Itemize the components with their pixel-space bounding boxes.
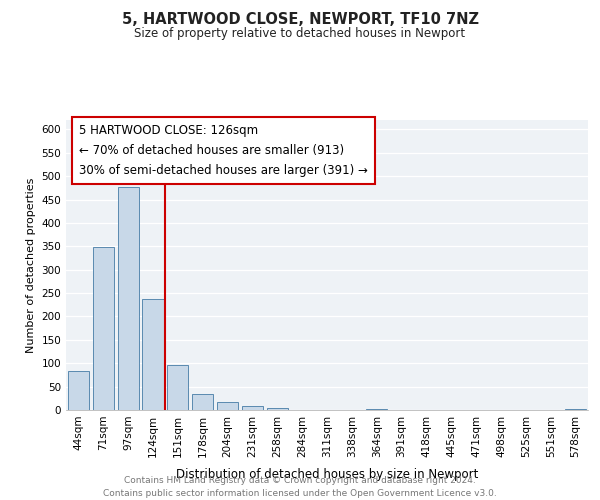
Bar xyxy=(118,188,139,410)
Bar xyxy=(93,247,114,410)
Text: Contains HM Land Registry data © Crown copyright and database right 2024.
Contai: Contains HM Land Registry data © Crown c… xyxy=(103,476,497,498)
Bar xyxy=(167,364,188,410)
Text: 5, HARTWOOD CLOSE, NEWPORT, TF10 7NZ: 5, HARTWOOD CLOSE, NEWPORT, TF10 7NZ xyxy=(121,12,479,28)
Bar xyxy=(242,406,263,410)
Bar xyxy=(68,371,89,410)
Bar xyxy=(366,409,387,410)
Bar xyxy=(217,402,238,410)
Text: 5 HARTWOOD CLOSE: 126sqm
← 70% of detached houses are smaller (913)
30% of semi-: 5 HARTWOOD CLOSE: 126sqm ← 70% of detach… xyxy=(79,124,368,178)
Bar xyxy=(192,394,213,410)
Bar xyxy=(142,299,164,410)
Bar xyxy=(267,408,288,410)
Bar xyxy=(565,409,586,410)
Y-axis label: Number of detached properties: Number of detached properties xyxy=(26,178,36,352)
Text: Size of property relative to detached houses in Newport: Size of property relative to detached ho… xyxy=(134,28,466,40)
X-axis label: Distribution of detached houses by size in Newport: Distribution of detached houses by size … xyxy=(176,468,478,481)
